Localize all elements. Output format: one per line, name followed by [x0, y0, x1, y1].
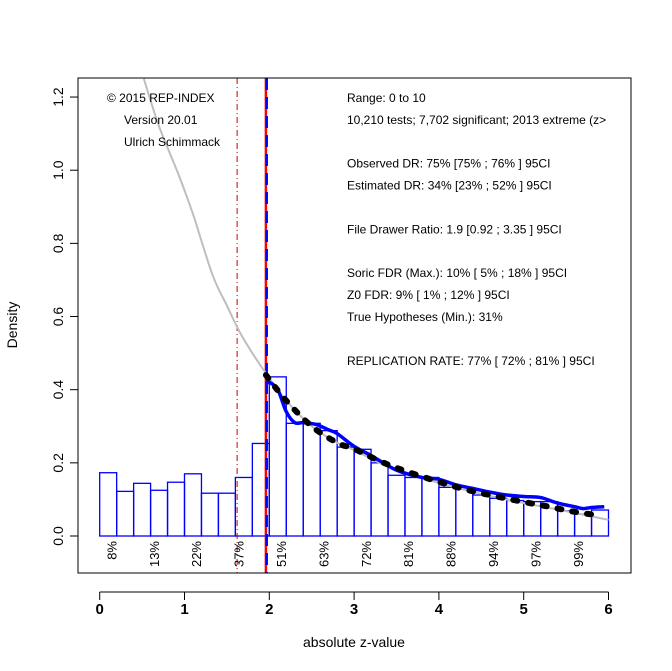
copyright-line: Ulrich Schimmack — [124, 135, 221, 149]
stat-line: Soric FDR (Max.): 10% [ 5% ; 18% ] 95CI — [347, 266, 567, 280]
histogram-bar — [590, 509, 610, 537]
x-tick-label: 4 — [435, 601, 444, 618]
power-label: 22% — [189, 541, 204, 567]
copyright-line: © 2015 REP-INDEX — [107, 91, 215, 105]
y-tick-label: 0.8 — [50, 233, 66, 253]
power-labels: 8% 13% 22% 37% 51% 63% 72% 81% 88% 94% 97% 99% — [104, 541, 585, 567]
power-label: 97% — [528, 541, 543, 567]
x-tick-label: 3 — [350, 601, 358, 618]
stat-line: File Drawer Ratio: 1.9 [0.92 ; 3.35 ] 95… — [347, 222, 562, 236]
stat-line: Observed DR: 75% [75% ; 76% ] 95CI — [347, 157, 550, 171]
power-label: 94% — [486, 541, 501, 567]
power-label: 37% — [232, 541, 247, 567]
stat-line: True Hypotheses (Min.): 31% — [347, 310, 503, 324]
series-black-dotted-fitted — [262, 372, 604, 519]
stat-line: Range: 0 to 10 — [347, 91, 426, 105]
power-label: 51% — [274, 541, 289, 567]
y-tick-label: 1.0 — [50, 160, 66, 180]
power-label: 72% — [359, 541, 374, 567]
x-tick-label: 2 — [265, 601, 273, 618]
power-label: 88% — [444, 541, 459, 567]
series-blue-kernel-density — [264, 380, 605, 511]
power-label: 63% — [316, 541, 331, 567]
histogram-bars — [99, 376, 610, 537]
stat-line: REPLICATION RATE: 77% [ 72% ; 81% ] 95CI — [347, 354, 595, 368]
y-axis-label: Density — [4, 302, 20, 349]
x-axis: 0 1 2 3 4 5 6 — [96, 591, 613, 618]
x-tick-label: 5 — [520, 601, 528, 618]
x-tick-label: 0 — [96, 601, 104, 618]
x-tick-label: 1 — [180, 601, 188, 618]
stat-line: Estimated DR: 34% [23% ; 52% ] 95CI — [347, 179, 552, 193]
y-tick-label: 0.4 — [50, 380, 66, 400]
power-label: 81% — [401, 541, 416, 567]
stat-line: 10,210 tests; 7,702 significant; 2013 ex… — [347, 113, 606, 127]
power-label: 8% — [104, 541, 119, 560]
power-label: 99% — [571, 541, 586, 567]
copyright-line: Version 20.01 — [124, 113, 198, 127]
power-label: 13% — [147, 541, 162, 567]
stat-line: Z0 FDR: 9% [ 1% ; 12% ] 95CI — [347, 288, 510, 302]
copyright-annotations: © 2015 REP-INDEX Version 20.01 Ulrich Schi… — [107, 91, 221, 149]
y-tick-label: 0.0 — [50, 526, 66, 546]
y-tick-label: 0.6 — [50, 307, 66, 327]
y-tick-label: 1.2 — [50, 87, 66, 107]
x-axis-label: absolute z-value — [303, 634, 405, 650]
y-tick-label: 0.2 — [50, 453, 66, 473]
statistics-annotations: Range: 0 to 10 10,210 tests; 7,702 signif… — [347, 91, 606, 368]
density-curves — [142, 78, 609, 521]
y-axis: 0.0 0.2 0.4 0.6 0.8 1.0 1.2 — [50, 87, 79, 546]
x-tick-label: 6 — [604, 601, 612, 618]
